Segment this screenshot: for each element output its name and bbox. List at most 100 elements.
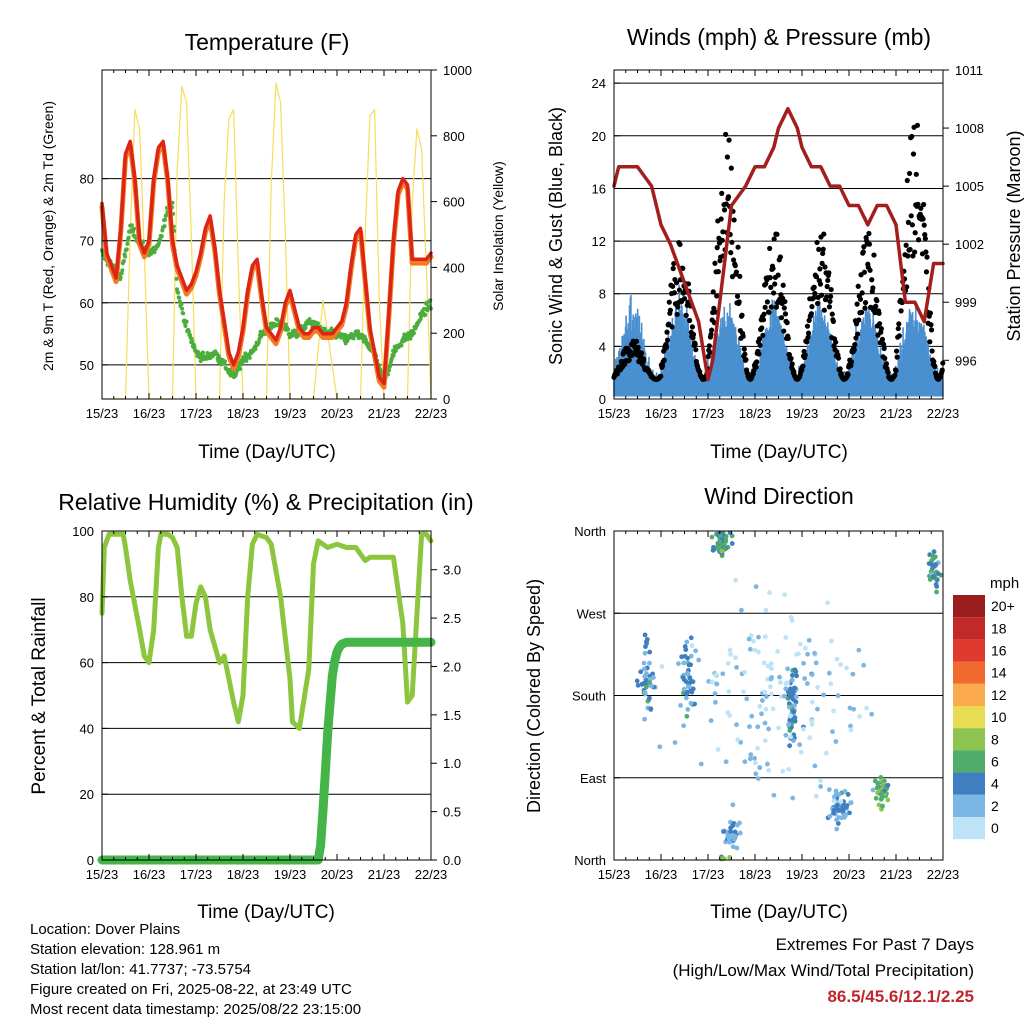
wind-direction-point	[648, 706, 654, 712]
wind-direction-point	[757, 765, 763, 771]
wind-direction-point	[801, 726, 806, 732]
precipitation-line	[97, 637, 436, 865]
gust-point	[789, 361, 795, 367]
dewpoint-point	[180, 306, 185, 311]
gust-point	[860, 249, 866, 255]
plot-frame	[101, 530, 432, 861]
dewpoint-point	[247, 355, 252, 360]
gust-point	[669, 324, 675, 330]
colorbar-label: 16	[991, 643, 1007, 659]
wind-direction-point	[786, 766, 792, 772]
gust-point	[866, 241, 873, 247]
dewpoint-point	[256, 340, 261, 345]
wind-direction-point	[762, 634, 768, 640]
gust-point	[907, 246, 913, 253]
wind-direction-point	[684, 713, 690, 719]
y-tick-label: South	[572, 689, 606, 704]
wind-direction-point	[807, 735, 813, 741]
wind-direction-point	[847, 705, 853, 711]
wind-direction-point	[642, 650, 648, 656]
wind-direction-point	[728, 651, 733, 657]
wind-direction-point	[766, 726, 772, 732]
gust-point	[635, 344, 641, 351]
gust-point	[675, 304, 681, 310]
colorbar-label: 12	[991, 687, 1007, 703]
colorbar-label: 8	[991, 731, 999, 747]
gust-point	[720, 229, 726, 235]
gust-point	[681, 295, 688, 302]
y2-tick-label: 0.0	[443, 853, 461, 868]
gust-point	[873, 303, 879, 309]
wind-direction-point	[831, 810, 836, 816]
wind-direction-point	[684, 639, 690, 645]
wind-direction-point	[733, 577, 738, 583]
y-tick-label: 24	[592, 76, 606, 91]
gust-point	[853, 335, 859, 341]
wind-direction-point	[788, 713, 793, 719]
gust-point	[743, 357, 749, 363]
y2-tick-label: 1011	[955, 63, 983, 78]
wind-direction-point	[763, 607, 769, 613]
y-tick-label: 60	[80, 296, 94, 311]
y-tick-label: 80	[80, 590, 94, 605]
gust-point	[866, 230, 872, 237]
wind-direction-point	[842, 788, 848, 794]
wind-direction-point	[642, 716, 647, 722]
wind-direction-point	[727, 647, 733, 653]
gust-point	[852, 342, 858, 348]
wind-direction-point	[790, 692, 796, 698]
wind-direction-point	[834, 656, 840, 662]
dewpoint-point	[160, 228, 165, 233]
x-tick-label: 22/23	[927, 406, 960, 421]
gust-point	[848, 359, 855, 365]
wind-direction-point	[813, 660, 819, 666]
gust-point	[898, 308, 904, 314]
wind-direction-point	[696, 657, 702, 663]
gust-point	[737, 273, 743, 279]
x-tick-label: 21/23	[880, 867, 913, 882]
dewpoint-point	[124, 247, 129, 252]
colorbar-swatch	[953, 750, 985, 773]
wind-direction-point	[845, 792, 851, 797]
colorbar-swatch	[953, 772, 985, 795]
wind-direction-point	[639, 681, 645, 687]
wind-direction-point	[753, 584, 759, 590]
wind-direction-xlabel: Time (Day/UTC)	[710, 902, 848, 923]
gust-point	[896, 321, 902, 327]
wind-direction-point	[751, 638, 756, 644]
dewpoint-point	[176, 290, 181, 295]
gust-point	[761, 311, 767, 317]
y-tick-label: 80	[80, 172, 94, 187]
wind-direction-point	[690, 679, 695, 684]
wind-direction-point	[850, 671, 856, 677]
x-tick-label: 17/23	[692, 867, 725, 882]
gust-point	[629, 352, 635, 358]
colorbar-swatch	[953, 639, 985, 662]
gust-point	[731, 217, 737, 223]
wind-direction-point	[642, 690, 648, 695]
wind-direction-point	[681, 723, 687, 729]
x-tick-label: 17/23	[692, 406, 725, 421]
wind-direction-point	[777, 674, 782, 680]
colorbar-swatch	[953, 595, 985, 618]
gust-point	[724, 154, 730, 160]
y-tick-label: West	[577, 606, 607, 621]
x-tick-label: 18/23	[227, 406, 260, 421]
wind-direction-point	[690, 686, 696, 692]
wind-direction-point	[934, 589, 939, 595]
y2-tick-label: 2.0	[443, 659, 461, 674]
gust-point	[773, 304, 780, 310]
wind-direction-point	[714, 681, 720, 687]
y-tick-label: 60	[80, 656, 94, 671]
gust-point	[712, 260, 718, 266]
dewpoint-point	[216, 354, 221, 359]
wind-direction-point	[878, 775, 884, 780]
wind-direction-point	[746, 636, 752, 642]
wind-direction-point	[768, 676, 774, 682]
colorbar-label: 14	[991, 665, 1007, 681]
wind-direction-point	[818, 778, 824, 784]
wind-direction-point	[688, 635, 694, 641]
gust-point	[920, 216, 926, 222]
gust-point	[829, 311, 835, 317]
x-tick-label: 20/23	[321, 867, 354, 882]
